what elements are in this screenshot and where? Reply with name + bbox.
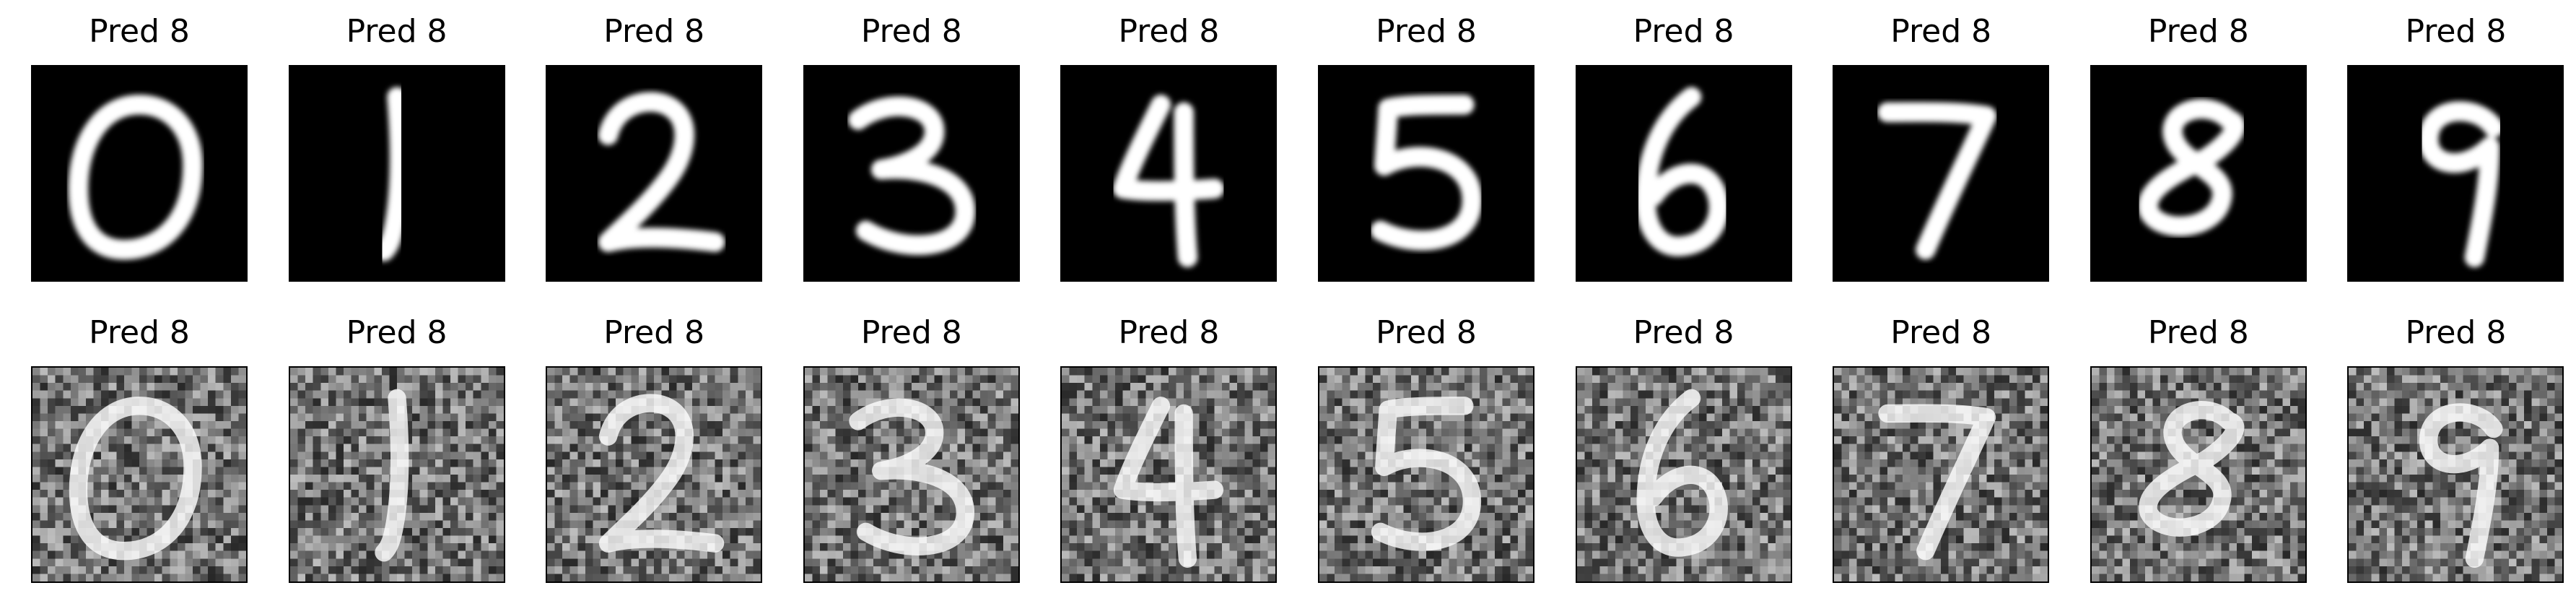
panel-title: Pred 8 — [1376, 13, 1477, 50]
digit-0-image — [32, 368, 246, 581]
panel-title: Pred 8 — [860, 314, 962, 351]
panel-title: Pred 8 — [1890, 314, 1992, 351]
digit-2-image — [547, 368, 761, 581]
panel-title: Pred 8 — [2405, 314, 2507, 351]
panel-title: Pred 8 — [1118, 314, 1220, 351]
digit-image — [1318, 366, 1534, 583]
noise-pixels — [1062, 368, 1276, 581]
digit-image — [1575, 65, 1792, 282]
noise-pixels — [289, 368, 504, 581]
digit-stroke — [849, 398, 974, 555]
digit-7-image — [1834, 66, 2048, 280]
digit-stroke — [2138, 99, 2245, 236]
digit-8-image — [2091, 66, 2305, 280]
digit-image — [1833, 65, 2050, 282]
digit-image — [803, 366, 1020, 583]
digit-stroke — [2419, 101, 2504, 268]
panel-title: Pred 8 — [1118, 13, 1220, 50]
panel-title: Pred 8 — [346, 13, 447, 50]
digit-image — [288, 65, 505, 282]
digit-image — [1318, 65, 1534, 282]
digit-stroke — [599, 394, 725, 553]
digit-stroke — [1371, 397, 1482, 551]
panel-title: Pred 8 — [1633, 314, 1734, 351]
digit-9-image — [2349, 66, 2563, 280]
panel-title: Pred 8 — [2147, 314, 2249, 351]
panel-title: Pred 8 — [603, 314, 705, 351]
digit-image — [2347, 65, 2564, 282]
digit-image — [546, 366, 763, 583]
panel-title: Pred 8 — [346, 314, 447, 351]
digit-stroke — [68, 95, 203, 260]
digit-image — [1060, 366, 1278, 583]
digit-image — [1575, 366, 1792, 583]
panel-title: Pred 8 — [1890, 13, 1992, 50]
panel-title: Pred 8 — [89, 314, 190, 351]
noise-pixels — [1834, 368, 2048, 581]
digit-stroke — [1113, 95, 1225, 268]
digit-image — [288, 366, 505, 583]
digit-stroke — [848, 96, 975, 255]
digit-stroke — [1636, 389, 1728, 557]
digit-image — [31, 65, 248, 282]
digit-8-image — [2091, 368, 2305, 581]
digit-stroke — [1114, 397, 1224, 568]
digit-stroke — [2419, 403, 2503, 568]
panel-title: Pred 8 — [860, 13, 962, 50]
noise-pixels — [2349, 368, 2563, 581]
panel-title: Pred 8 — [1376, 314, 1477, 351]
digit-6-image — [1576, 368, 1791, 581]
image-background — [2349, 66, 2563, 280]
digit-image — [2090, 65, 2307, 282]
digit-stroke — [1370, 95, 1483, 251]
digit-stroke — [373, 87, 410, 261]
digit-image — [803, 65, 1020, 282]
digit-image — [31, 366, 248, 583]
digit-stroke — [1877, 102, 1997, 260]
panel-title: Pred 8 — [1633, 13, 1734, 50]
digit-3-image — [804, 368, 1018, 581]
digit-stroke — [374, 389, 409, 562]
digit-image — [2090, 366, 2307, 583]
digit-image — [546, 65, 763, 282]
digit-5-image — [1319, 368, 1533, 581]
digit-5-image — [1319, 66, 1533, 280]
digit-3-image — [804, 66, 1018, 280]
digit-image — [2347, 366, 2564, 583]
digit-6-image — [1576, 66, 1791, 280]
digit-stroke — [2139, 401, 2245, 537]
digit-1-image — [289, 368, 504, 581]
panel-title: Pred 8 — [2147, 13, 2249, 50]
digit-0-image — [32, 66, 246, 280]
digit-stroke — [1635, 87, 1729, 256]
digit-image — [1833, 366, 2050, 583]
digit-stroke — [69, 397, 202, 561]
digit-9-image — [2349, 368, 2563, 581]
noise-pixels — [547, 368, 761, 581]
digit-image — [1060, 65, 1278, 282]
panel-title: Pred 8 — [89, 13, 190, 50]
panel-title: Pred 8 — [603, 13, 705, 50]
digit-7-image — [1834, 368, 2048, 581]
panel-title: Pred 8 — [2405, 13, 2507, 50]
digit-4-image — [1062, 368, 1276, 581]
image-background — [1834, 66, 2048, 280]
digit-4-image — [1062, 66, 1276, 280]
digit-2-image — [547, 66, 761, 280]
digit-stroke — [1878, 404, 1996, 561]
digit-stroke — [598, 92, 725, 252]
digit-1-image — [289, 66, 504, 280]
